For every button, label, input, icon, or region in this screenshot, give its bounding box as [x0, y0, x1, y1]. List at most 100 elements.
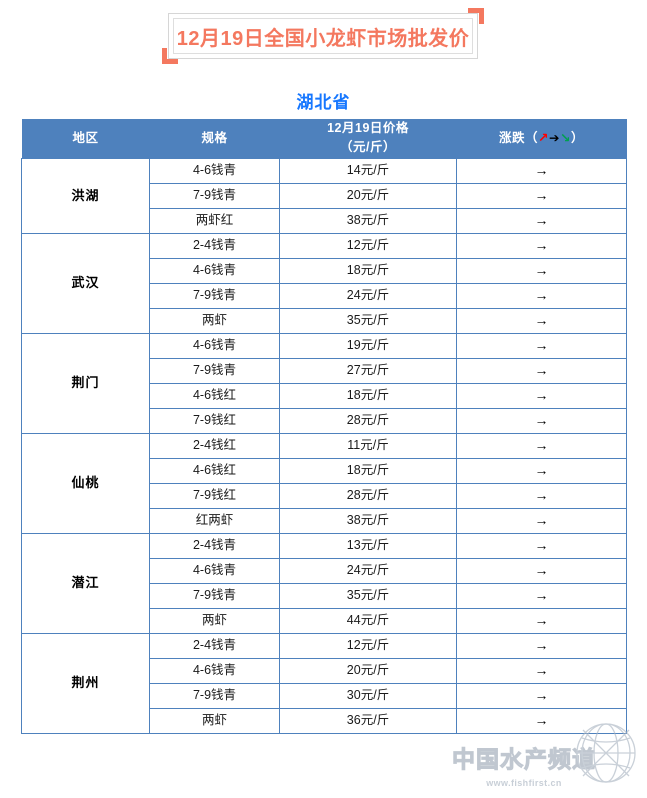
spec-cell: 7-9钱青 — [149, 582, 280, 609]
change-cell: → — [456, 257, 627, 284]
trend-flat-icon: → — [534, 162, 549, 179]
price-cell: 30元/斤 — [279, 682, 457, 709]
change-cell: → — [456, 407, 627, 434]
spec-cell: 4-6钱红 — [149, 382, 280, 409]
region-cell: 潜江 — [21, 532, 150, 634]
price-cell: 12元/斤 — [279, 632, 457, 659]
change-cell: → — [456, 632, 627, 659]
trend-flat-icon: → — [534, 712, 549, 729]
trend-flat-icon: → — [534, 512, 549, 529]
price-cell: 28元/斤 — [279, 407, 457, 434]
spec-cell: 4-6钱青 — [149, 332, 280, 359]
spec-cell: 7-9钱青 — [149, 357, 280, 384]
price-cell: 27元/斤 — [279, 357, 457, 384]
price-table-container: 地区 规格 12月19日价格 （元/斤） 涨跌（↗➔↘） 洪湖 4-6钱青 14元/… — [21, 119, 627, 734]
table-row: 红两虾 38元/斤 → — [22, 507, 627, 534]
price-cell: 38元/斤 — [279, 207, 457, 234]
spec-cell: 7-9钱红 — [149, 482, 280, 509]
change-cell: → — [456, 482, 627, 509]
spec-cell: 两虾 — [149, 607, 280, 634]
change-cell: → — [456, 457, 627, 484]
column-header-change-suffix: ） — [570, 131, 584, 146]
trend-flat-icon: → — [534, 362, 549, 379]
price-cell: 14元/斤 — [279, 157, 457, 184]
price-cell: 18元/斤 — [279, 382, 457, 409]
column-header-price-line2: （元/斤） — [340, 140, 396, 155]
change-cell: → — [456, 682, 627, 709]
trend-flat-icon: → — [534, 237, 549, 254]
arrow-up-icon: ↗ — [538, 131, 549, 146]
change-cell: → — [456, 232, 627, 259]
change-cell: → — [456, 307, 627, 334]
price-cell: 35元/斤 — [279, 582, 457, 609]
price-cell: 13元/斤 — [279, 532, 457, 559]
table-row: 4-6钱青 18元/斤 → — [22, 257, 627, 284]
change-cell: → — [456, 657, 627, 684]
title-frame-outer — [168, 13, 478, 59]
price-cell: 18元/斤 — [279, 257, 457, 284]
trend-flat-icon: → — [534, 662, 549, 679]
region-cell: 武汉 — [21, 232, 150, 334]
spec-cell: 2-4钱青 — [149, 532, 280, 559]
column-header-change: 涨跌（↗➔↘） — [456, 119, 627, 159]
province-heading: 湖北省 — [296, 93, 351, 112]
spec-cell: 2-4钱红 — [149, 432, 280, 459]
change-cell: → — [456, 282, 627, 309]
table-row: 仙桃 2-4钱红 11元/斤 → — [21, 432, 627, 534]
table-row: 7-9钱青 27元/斤 → — [22, 357, 627, 384]
column-header-spec: 规格 — [149, 119, 280, 159]
trend-flat-icon: → — [534, 212, 549, 229]
spec-cell: 7-9钱青 — [149, 182, 280, 209]
change-cell: → — [456, 607, 627, 634]
table-row: 洪湖 4-6钱青 14元/斤 → — [21, 157, 627, 234]
price-cell: 44元/斤 — [279, 607, 457, 634]
change-cell: → — [456, 182, 627, 209]
trend-flat-icon: → — [534, 287, 549, 304]
spec-cell: 红两虾 — [149, 507, 280, 534]
spec-cell: 4-6钱青 — [149, 257, 280, 284]
change-cell: → — [456, 582, 627, 609]
change-cell: → — [456, 432, 627, 459]
price-cell: 35元/斤 — [279, 307, 457, 334]
arrow-down-icon: ↘ — [559, 131, 571, 146]
change-cell: → — [456, 357, 627, 384]
trend-flat-icon: → — [534, 187, 549, 204]
table-row: 4-6钱青 24元/斤 → — [22, 557, 627, 584]
table-row: 7-9钱青 24元/斤 → — [22, 282, 627, 309]
change-cell: → — [456, 157, 627, 184]
table-row: 4-6钱红 18元/斤 → — [22, 457, 627, 484]
table-row: 两虾红 38元/斤 → — [22, 207, 627, 234]
trend-flat-icon: → — [534, 337, 549, 354]
table-body: 洪湖 4-6钱青 14元/斤 → 7-9钱青 20元/斤 → 两虾红 38元/斤 → 武汉 2-4钱青… — [21, 157, 627, 734]
spec-cell: 7-9钱青 — [149, 682, 280, 709]
change-cell: → — [456, 332, 627, 359]
column-header-price: 12月19日价格 （元/斤） — [279, 119, 457, 159]
price-cell: 18元/斤 — [279, 457, 457, 484]
table-row: 4-6钱青 20元/斤 → — [22, 657, 627, 684]
spec-cell: 7-9钱红 — [149, 407, 280, 434]
table-row: 两虾 44元/斤 → — [22, 607, 627, 634]
trend-flat-icon: → — [534, 637, 549, 654]
trend-flat-icon: → — [534, 412, 549, 429]
trend-flat-icon: → — [534, 687, 549, 704]
price-cell: 36元/斤 — [279, 707, 457, 734]
price-cell: 24元/斤 — [279, 557, 457, 584]
spec-cell: 两虾 — [149, 707, 280, 734]
spec-cell: 2-4钱青 — [149, 232, 280, 259]
table-row: 武汉 2-4钱青 12元/斤 → — [21, 232, 627, 334]
region-cell: 仙桃 — [21, 432, 150, 534]
spec-cell: 两虾 — [149, 307, 280, 334]
column-header-price-line1: 12月19日价格 — [327, 121, 409, 135]
arrow-flat-icon: ➔ — [549, 131, 560, 146]
price-cell: 20元/斤 — [279, 182, 457, 209]
trend-flat-icon: → — [534, 437, 549, 454]
table-row: 潜江 2-4钱青 13元/斤 → — [21, 532, 627, 634]
region-cell: 荆门 — [21, 332, 150, 434]
spec-cell: 4-6钱红 — [149, 457, 280, 484]
trend-flat-icon: → — [534, 387, 549, 404]
trend-flat-icon: → — [534, 587, 549, 604]
corner-accent-bottom-left-icon — [162, 48, 178, 64]
price-cell: 12元/斤 — [279, 232, 457, 259]
trend-flat-icon: → — [534, 487, 549, 504]
change-cell: → — [456, 507, 627, 534]
